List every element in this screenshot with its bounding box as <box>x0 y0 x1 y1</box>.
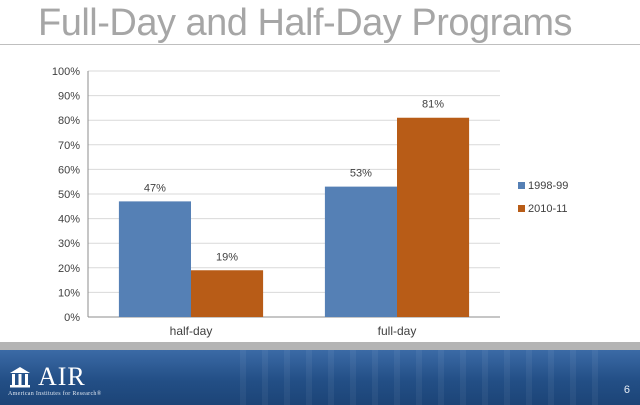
footer-band <box>0 350 640 405</box>
y-tick-label: 40% <box>58 214 80 226</box>
bar-chart: 0% 10% 20% 30% 40% 50% 60% 70% 80% 90% 100% 47% 19%… <box>52 66 569 338</box>
bars <box>118 117 470 318</box>
y-tick-label: 10% <box>58 287 80 299</box>
bar <box>397 117 470 318</box>
y-tick-label: 80% <box>58 115 80 127</box>
page-number: 6 <box>623 384 630 396</box>
y-tick-label: 20% <box>58 263 80 275</box>
x-tick-label: half-day <box>170 324 213 338</box>
y-tick-label: 70% <box>58 140 80 152</box>
data-label: 53% <box>350 168 372 180</box>
legend-swatch <box>518 182 525 189</box>
y-tick-label: 30% <box>58 238 80 250</box>
logo-wordmark: AIR <box>38 362 86 391</box>
title-divider <box>0 44 640 45</box>
y-tick-label: 50% <box>58 189 80 201</box>
footer-pattern <box>240 350 600 405</box>
legend-label: 2010-11 <box>528 203 568 215</box>
data-label: 19% <box>216 251 238 263</box>
data-label: 81% <box>422 99 444 111</box>
logo-tagline: American Institutes for Research® <box>8 391 102 397</box>
bar <box>324 186 397 317</box>
y-tick-label: 0% <box>64 312 80 324</box>
building-icon <box>10 367 30 388</box>
slide-title: Full-Day and Half-Day Programs <box>38 2 573 44</box>
x-tick-label: full-day <box>378 324 417 338</box>
data-label: 47% <box>144 182 166 194</box>
legend: 1998-99 2010-11 <box>518 180 568 215</box>
legend-label: 1998-99 <box>528 180 568 192</box>
data-labels: 47% 19% 53% 81% <box>144 99 444 264</box>
y-tick-label: 60% <box>58 164 80 176</box>
y-tick-label: 90% <box>58 91 80 103</box>
y-axis-ticks: 0% 10% 20% 30% 40% 50% 60% 70% 80% 90% 100% <box>52 66 80 324</box>
bar <box>118 201 191 317</box>
legend-swatch <box>518 205 525 212</box>
air-logo: AIR <box>8 364 86 390</box>
y-tick-label: 100% <box>52 66 80 78</box>
bar <box>191 270 264 317</box>
x-axis-ticks: half-day full-day <box>170 324 417 338</box>
footer-stripe <box>0 342 640 350</box>
